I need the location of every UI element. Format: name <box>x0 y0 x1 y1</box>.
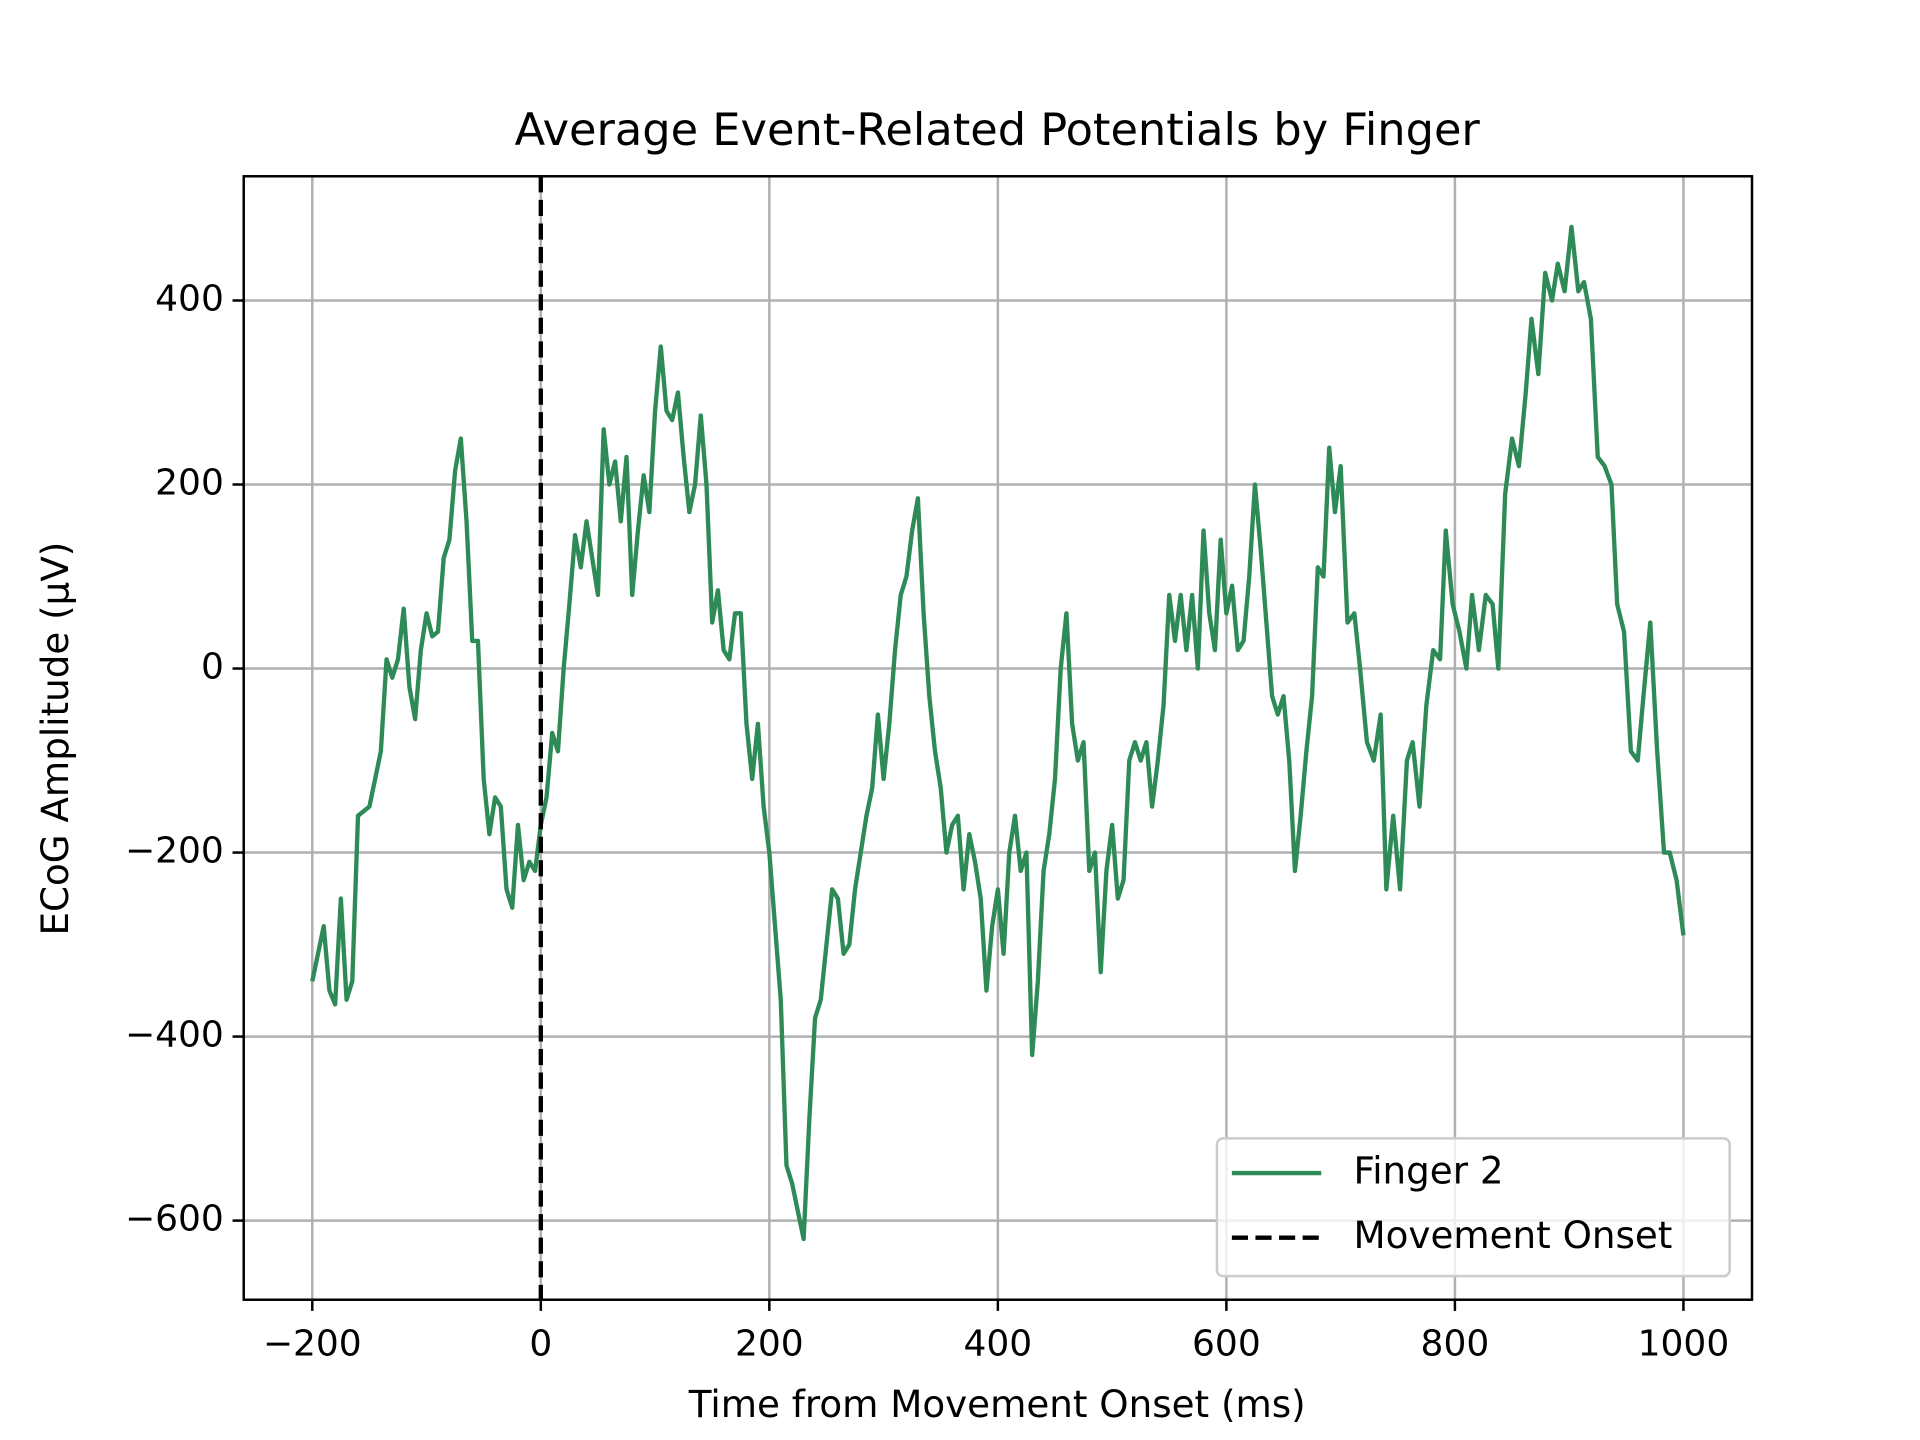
x-tick-label: 200 <box>735 1324 804 1365</box>
legend-label: Finger 2 <box>1354 1149 1504 1193</box>
x-tick-label: 400 <box>964 1324 1033 1365</box>
y-tick-label: 0 <box>201 647 224 688</box>
plot-frame <box>242 175 1754 1301</box>
x-tick-label: −200 <box>263 1324 362 1365</box>
x-axis-label: Time from Movement Onset (ms) <box>688 1382 1306 1426</box>
data-line <box>310 224 1686 1242</box>
legend-box <box>1215 1137 1731 1278</box>
x-tick-label: 600 <box>1192 1324 1261 1365</box>
y-tick-label: 200 <box>155 463 224 504</box>
y-axis-label: ECoG Amplitude (µV) <box>33 542 77 936</box>
legend-label: Movement Onset <box>1354 1213 1673 1257</box>
y-tick-label: 400 <box>155 278 224 319</box>
x-tick-label: 1000 <box>1638 1324 1730 1365</box>
x-tick-label: 800 <box>1421 1324 1490 1365</box>
y-tick-label: −200 <box>125 831 224 872</box>
y-tick-label: −400 <box>125 1015 224 1056</box>
y-tick-label: −600 <box>125 1199 224 1240</box>
chart-title: Average Event-Related Potentials by Fing… <box>515 104 1481 156</box>
x-tick-label: 0 <box>529 1324 552 1365</box>
